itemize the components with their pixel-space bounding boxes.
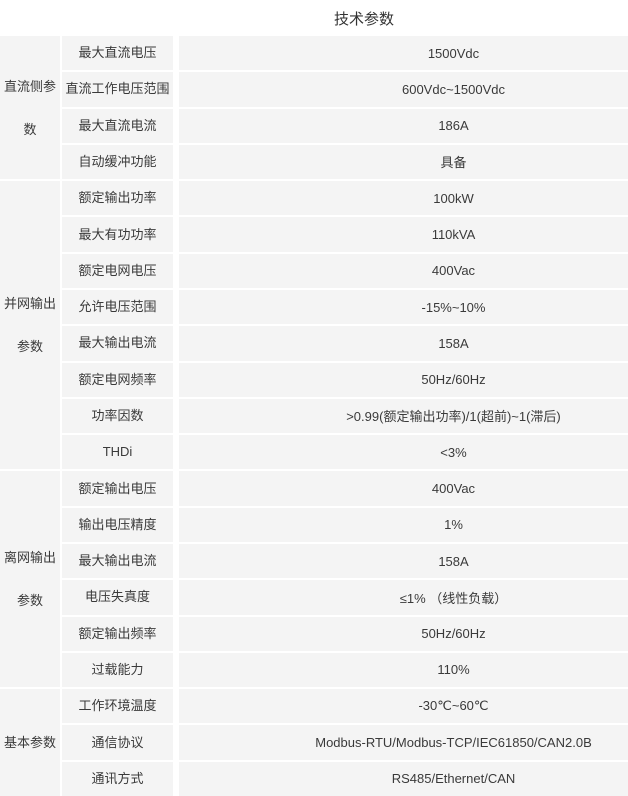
spec-param-value: <3% <box>179 435 628 470</box>
spec-param-value: 110% <box>179 652 628 688</box>
spec-param-name: 过载能力 <box>62 652 173 688</box>
spec-param-name: 最大直流电压 <box>62 36 173 71</box>
spec-param-name: 额定电网电压 <box>62 253 173 288</box>
group-label-text: 离网输出参数 <box>3 550 56 609</box>
spec-param-name: THDi <box>62 435 173 470</box>
group-label-dc-side: 直流侧参数 <box>0 36 60 180</box>
spec-param-name: 额定电网频率 <box>62 362 173 397</box>
spec-param-name: 最大输出电流 <box>62 543 173 579</box>
table-title-row: 技术参数 <box>0 0 628 36</box>
spec-param-value: 具备 <box>179 144 628 180</box>
spec-param-value: 600Vdc~1500Vdc <box>179 72 628 107</box>
group-label-text: 直流侧参数 <box>3 78 56 137</box>
spec-param-name: 额定输出电压 <box>62 471 173 506</box>
group-label-text: 并网输出参数 <box>3 296 56 355</box>
spec-param-name: 最大输出电流 <box>62 326 173 361</box>
spec-param-value: 1% <box>179 507 628 542</box>
spec-param-value: 158A <box>179 326 628 361</box>
spec-param-name: 额定输出频率 <box>62 616 173 651</box>
table-title: 技术参数 <box>333 10 394 28</box>
spec-param-value: -15%~10% <box>179 289 628 325</box>
spec-param-value: 158A <box>179 543 628 579</box>
spec-param-value: RS485/Ethernet/CAN <box>179 761 628 796</box>
spec-param-value: 400Vac <box>179 471 628 506</box>
spec-param-value: 110kVA <box>179 217 628 252</box>
spec-param-value: 186A <box>179 108 628 143</box>
spec-param-name: 功率因数 <box>62 398 173 434</box>
spec-param-name: 允许电压范围 <box>62 289 173 325</box>
spec-param-value: -30℃~60℃ <box>179 689 628 724</box>
spec-param-name: 最大有功功率 <box>62 217 173 252</box>
spec-param-name: 电压失真度 <box>62 580 173 615</box>
spec-param-value: 1500Vdc <box>179 36 628 71</box>
group-label-grid-output: 并网输出参数 <box>0 181 60 470</box>
spec-param-name: 通讯方式 <box>62 761 173 796</box>
spec-param-name: 额定输出功率 <box>62 181 173 216</box>
spec-param-name: 输出电压精度 <box>62 507 173 542</box>
spec-param-name: 工作环境温度 <box>62 689 173 724</box>
spec-param-value: >0.99(额定输出功率)/1(超前)~1(滞后) <box>179 398 628 434</box>
spec-param-value: 400Vac <box>179 253 628 288</box>
spec-param-value: Modbus-RTU/Modbus-TCP/IEC61850/CAN2.0B <box>179 725 628 760</box>
spec-param-name: 最大直流电流 <box>62 108 173 143</box>
spec-param-name: 通信协议 <box>62 725 173 760</box>
spec-param-name: 自动缓冲功能 <box>62 144 173 180</box>
spec-param-value: 100kW <box>179 181 628 216</box>
spec-param-value: ≤1% （线性负载） <box>179 580 628 615</box>
group-label-offgrid-output: 离网输出参数 <box>0 471 60 688</box>
spec-param-value: 50Hz/60Hz <box>179 362 628 397</box>
group-label-basic: 基本参数 <box>0 689 60 796</box>
table-body: 直流侧参数 并网输出参数 离网输出参数 基本参数 最大直流电压 1500Vdc … <box>0 36 628 796</box>
spec-param-value: 50Hz/60Hz <box>179 616 628 651</box>
group-label-text: 基本参数 <box>3 735 56 751</box>
spec-param-name: 直流工作电压范围 <box>62 72 173 107</box>
